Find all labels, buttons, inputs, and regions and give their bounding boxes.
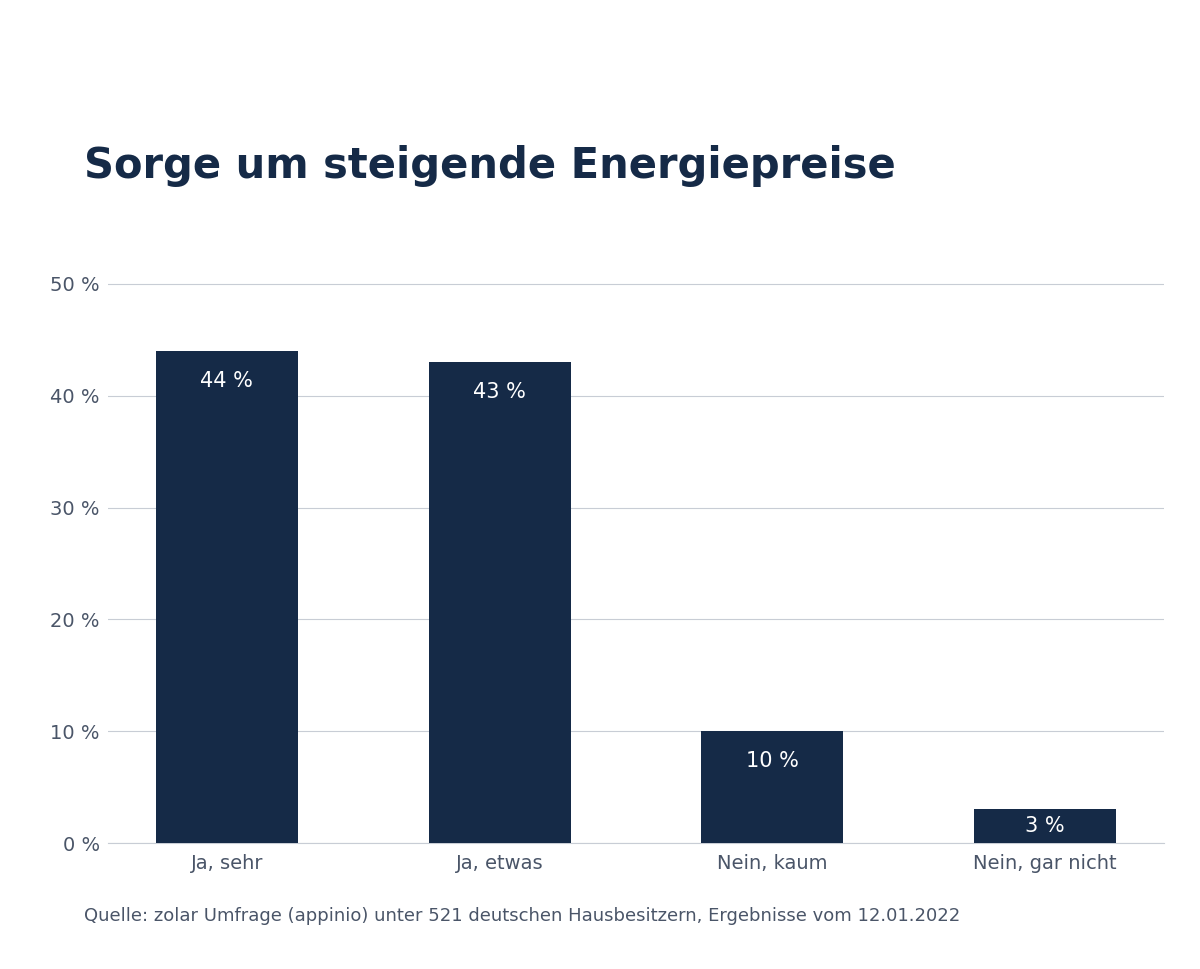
Bar	[702, 732, 844, 843]
Text: Quelle: zolar Umfrage (appinio) unter 521 deutschen Hausbesitzern, Ergebnisse vo: Quelle: zolar Umfrage (appinio) unter 52…	[84, 907, 960, 925]
Text: 44 %: 44 %	[200, 371, 253, 391]
Text: 10 %: 10 %	[746, 751, 799, 771]
Text: Sorge um steigende Energiepreise: Sorge um steigende Energiepreise	[84, 145, 895, 187]
Text: 43 %: 43 %	[473, 383, 526, 402]
Bar	[156, 351, 298, 843]
Text: 3 %: 3 %	[1025, 816, 1064, 836]
Bar	[428, 362, 570, 843]
Bar	[974, 809, 1116, 843]
